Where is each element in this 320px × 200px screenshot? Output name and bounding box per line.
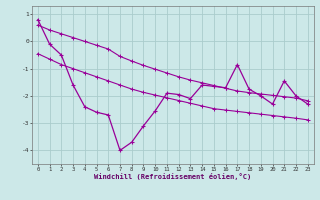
X-axis label: Windchill (Refroidissement éolien,°C): Windchill (Refroidissement éolien,°C): [94, 173, 252, 180]
